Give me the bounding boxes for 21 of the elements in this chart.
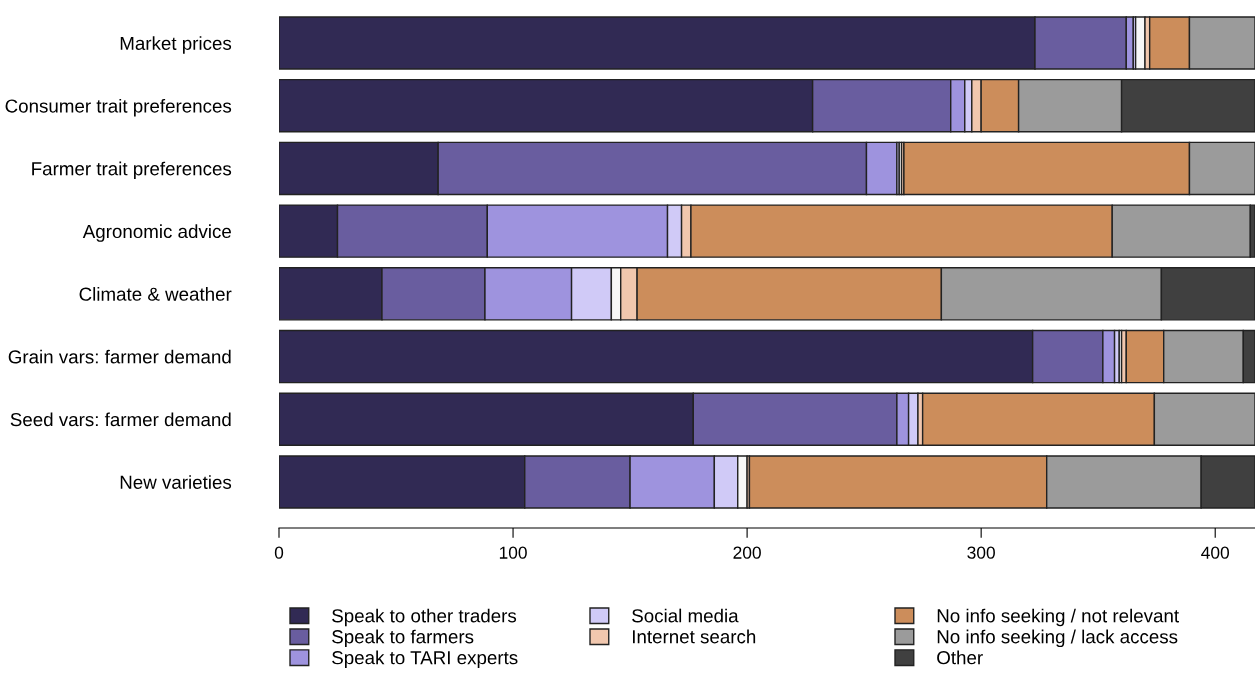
x-tick-label: 200 [733,546,761,559]
x-tick-label: 100 [499,546,527,559]
legend-label: Internet search [632,629,756,644]
y-tick-label: Seed vars: farmer demand [10,412,231,427]
x-tick-label: 0 [274,546,284,559]
legend-label: Other [937,650,983,665]
y-tick-label: Market prices [120,36,232,54]
y-tick-label: Grain vars: farmer demand [8,349,231,364]
legend-label: Social media [632,608,739,623]
y-tick-label: Agronomic advice [82,224,231,242]
y-tick-label: Climate & weather [79,287,232,301]
legend-label: Speak to other traders [332,608,517,627]
y-tick-label: New varieties [120,475,232,489]
y-tick-label: Farmer trait preferences [32,161,232,180]
legend-label: Speak to farmers [332,629,474,648]
x-tick-label: 300 [967,546,995,559]
legend-label: Speak to TARI experts [332,650,518,669]
y-tick-label: Consumer trait preferences [5,98,232,117]
legend-label: No info seeking / lack access [937,629,1178,648]
x-tick-label: 400 [1201,546,1230,559]
legend-label: No info seeking / not relevant [937,608,1179,627]
